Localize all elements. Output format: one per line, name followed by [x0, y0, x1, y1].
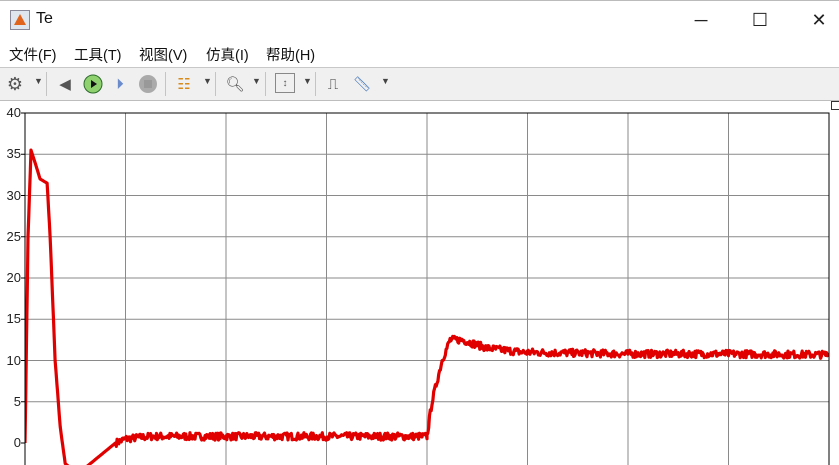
maximize-button[interactable]: ☐: [751, 10, 769, 30]
y-tick-label: 35: [6, 146, 21, 162]
zoom-in-icon[interactable]: 🔍︎: [225, 76, 245, 93]
measurements-icon[interactable]: 📏︎: [352, 76, 372, 93]
separator: [215, 72, 216, 96]
menu-tools[interactable]: 工具(T): [74, 48, 122, 64]
menu-help[interactable]: 帮助(H): [266, 48, 316, 64]
y-tick-label: 0: [13, 435, 21, 450]
series-trace: [25, 148, 829, 465]
separator: [265, 72, 266, 96]
toolbar: ⚙ ▼ ◀ ⏵ ☷ ▼ 🔍︎ ▼ ↕ ▼ ⎍ 📏︎ ▼: [0, 68, 839, 101]
measurements-dropdown-icon[interactable]: ▼: [381, 76, 390, 86]
y-tick-label: 40: [6, 105, 21, 120]
scope-plot[interactable]: [0, 101, 839, 465]
y-tick-label: 15: [6, 311, 21, 327]
menu-simulation[interactable]: 仿真(I): [206, 48, 249, 64]
separator: [46, 72, 47, 96]
y-tick-label: 20: [6, 270, 21, 285]
zoom-dropdown-icon[interactable]: ▼: [252, 76, 261, 86]
triggers-icon[interactable]: ⎍: [327, 75, 339, 93]
menu-file[interactable]: 文件(F): [9, 48, 57, 64]
y-tick-label: 30: [6, 187, 21, 203]
menu-bar: 文件(F) 工具(T) 视图(V) 仿真(I) 帮助(H): [0, 38, 839, 68]
signal-dropdown-icon[interactable]: ▼: [203, 76, 212, 86]
title-bar: Te ─ ☐ ✕: [0, 0, 839, 39]
settings-icon[interactable]: ⚙: [6, 73, 24, 94]
run-icon[interactable]: [82, 73, 104, 95]
undock-icon[interactable]: [831, 101, 839, 110]
y-tick-label: 5: [13, 393, 21, 409]
close-button[interactable]: ✕: [811, 10, 827, 30]
separator: [315, 72, 316, 96]
y-tick-label: 25: [6, 228, 21, 244]
scale-axes-icon[interactable]: ↕: [275, 73, 295, 93]
y-tick-label: 10: [6, 352, 21, 368]
stop-icon[interactable]: [137, 73, 159, 95]
matlab-logo-icon: [10, 10, 30, 30]
minimize-button[interactable]: ─: [694, 10, 708, 30]
menu-view[interactable]: 视图(V): [139, 48, 188, 64]
window-title: Te: [36, 10, 53, 27]
scale-dropdown-icon[interactable]: ▼: [303, 76, 312, 86]
step-back-icon[interactable]: ◀: [59, 76, 71, 93]
step-forward-icon[interactable]: ⏵: [116, 75, 124, 93]
separator: [165, 72, 166, 96]
settings-dropdown-icon[interactable]: ▼: [34, 76, 43, 86]
axes-frame: [24, 112, 830, 465]
signal-select-icon[interactable]: ☷: [177, 76, 191, 93]
